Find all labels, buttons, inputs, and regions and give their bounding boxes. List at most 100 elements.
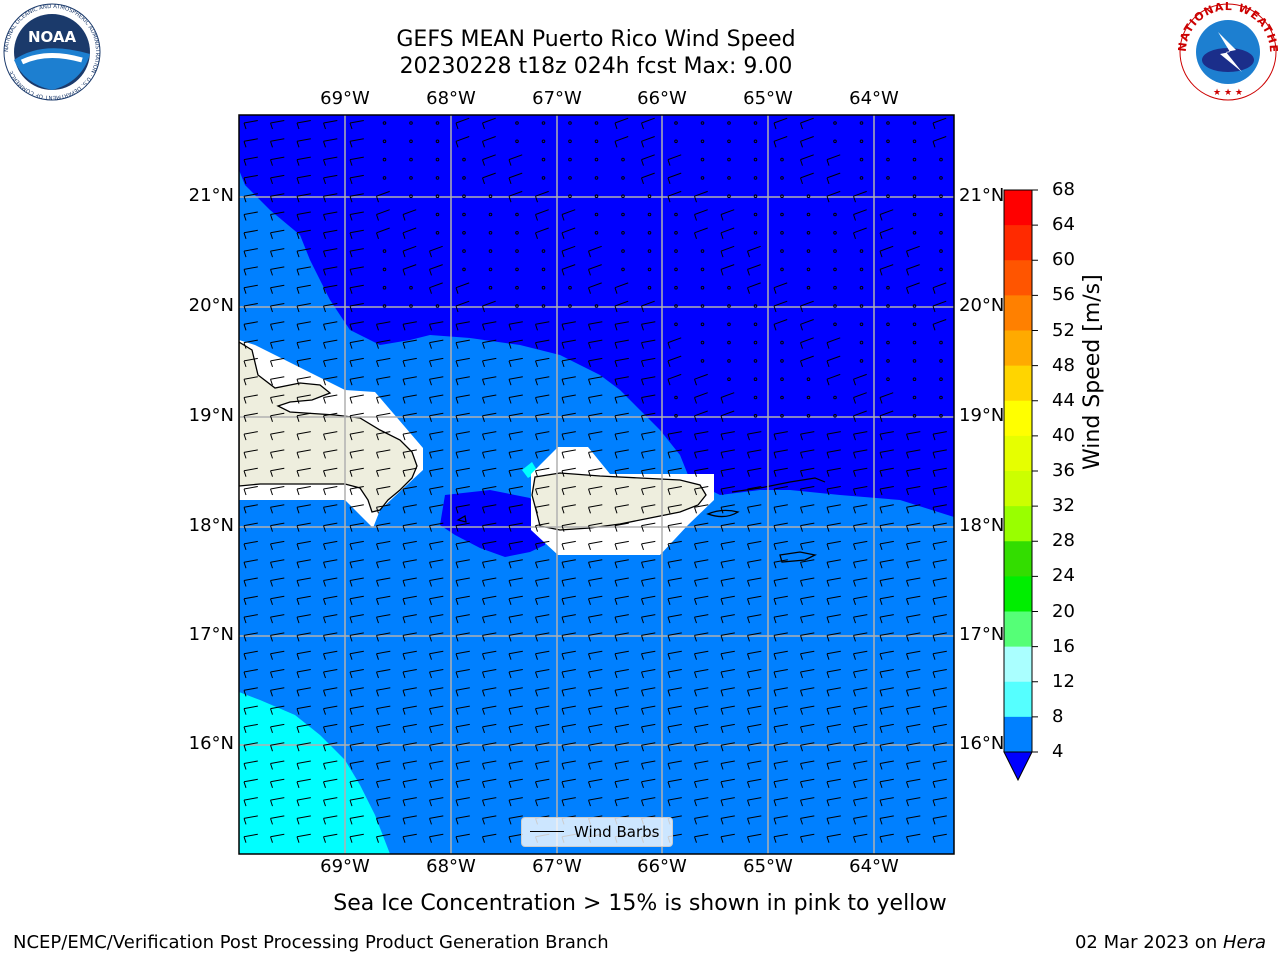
wind-barb [482,154,496,166]
wind-barb-calm [912,322,917,327]
wind-barb [349,339,364,349]
wind-barb [243,650,258,660]
wind-barb [455,486,470,496]
colorbar-label: Wind Speed [m/s] [1080,274,1105,470]
wind-barb [482,376,497,386]
wind-barb [614,522,629,532]
wind-barb-calm [859,121,864,125]
wind-barb-calm [753,176,758,180]
wind-barb [323,266,338,276]
wind-barb-calm [700,340,705,345]
map-frame [238,114,955,855]
wind-barb-calm [912,414,917,418]
wind-barb-calm [939,267,943,272]
colorbar-tick-label: 52 [1052,319,1075,341]
wind-barb [429,742,444,752]
wind-barb [747,687,762,697]
wind-barb [879,209,894,221]
wind-barb [879,522,894,532]
wind-barb [296,156,311,166]
wind-barb [694,190,708,203]
wind-barb [826,614,841,624]
wind-barb [429,339,444,349]
wind-barb [296,815,311,825]
wind-barb [561,431,576,441]
wind-barb-calm [886,359,890,363]
wind-barb [270,248,285,258]
wind-barb [614,486,629,496]
wind-barb-calm [912,231,917,235]
wind-barb [429,778,444,788]
lat-label-left: 20°N [188,295,234,316]
wind-barb [243,120,258,130]
wind-barb-calm [833,267,837,272]
wind-barb [720,227,735,239]
wind-barb [747,723,762,734]
wind-barb [455,321,470,331]
noaa-logo-text: NOAA [28,28,77,46]
wind-barb [800,355,814,368]
wind-barb-calm [886,340,890,345]
wind-barb [455,339,470,349]
wind-barb [641,614,656,624]
wind-barb [932,449,947,459]
wind-barb [826,797,841,807]
wind-barb-calm [859,157,864,162]
wind-barb [906,595,921,605]
wind-barb [508,522,523,532]
wind-barb-calm [515,212,519,217]
wind-barb-calm [806,414,811,418]
wind-barb [429,577,444,587]
wind-barb [482,614,497,624]
wind-barb-calm [700,267,705,272]
wind-barb [853,650,868,660]
wind-barb-calm [753,139,758,144]
colorbar-bin [1004,225,1032,261]
wind-barb-calm [886,322,890,327]
wind-barb [773,136,788,148]
wind-barb [535,632,550,642]
wind-barb-calm [780,359,784,363]
wind-barb [455,357,470,368]
wind-barb [296,431,311,441]
wind-barb [349,559,364,569]
wind-barb-calm [541,285,546,290]
wind-barb [535,339,550,349]
wind-barb [932,632,947,642]
wind-barb [323,394,338,404]
wind-barb [826,833,841,843]
wind-barb [614,705,629,715]
wind-barb [588,595,603,605]
wind-barb [800,815,815,825]
wind-barb [376,833,391,843]
wind-barb [773,117,788,130]
colorbar-tick-label: 16 [1052,635,1075,657]
wind-barb-calm [462,194,466,198]
wind-barb-calm [541,157,546,162]
wind-barb [588,559,603,569]
wind-barb [588,522,603,532]
wind-barb [906,522,921,532]
wind-barb [667,540,682,551]
wind-barb [747,431,762,441]
wind-barb [853,687,868,697]
wind-barb [508,742,523,752]
wind-barb [906,577,921,587]
wind-barb [243,486,258,496]
wind-barb [667,705,682,715]
wind-barb [535,190,549,203]
wind-barb [773,778,788,788]
wind-barb [906,559,921,569]
wind-barb-calm [621,176,625,180]
wind-barb [641,300,655,313]
wind-barb-calm [806,231,811,235]
wind-barb [588,431,603,441]
colorbar-tick-label: 60 [1052,249,1075,271]
wind-barb-calm [568,139,572,144]
wind-barb [270,577,285,587]
wind-barb [879,227,894,239]
wind-barb [455,522,470,532]
wind-barb [641,669,656,679]
wind-barb [482,632,497,642]
wind-barb [694,742,709,752]
